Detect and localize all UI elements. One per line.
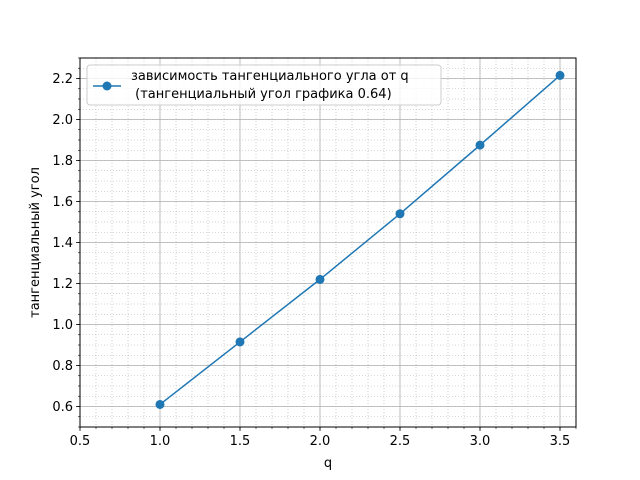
x-axis-label: q (324, 456, 332, 471)
data-point (155, 399, 165, 409)
legend: зависимость тангенциального угла от q (т… (86, 64, 442, 106)
x-tick-label: 2.5 (390, 434, 411, 449)
series-line (159, 74, 561, 406)
y-tick-label: 1.0 (52, 318, 73, 333)
y-tick-label: 2.0 (52, 113, 73, 128)
data-point (475, 140, 485, 150)
data-point (555, 70, 565, 80)
legend-entry-line-1: зависимость тангенциального угла от q (131, 69, 409, 84)
x-tick-label: 3.5 (550, 434, 571, 449)
series-layer (155, 70, 565, 409)
y-tick-label: 0.8 (52, 359, 73, 374)
data-point (315, 274, 325, 284)
y-tick-label: 1.6 (52, 195, 73, 210)
legend-point-marker (102, 81, 112, 91)
legend-entry-line-2: (тангенциальный угол графика 0.64) (131, 87, 392, 102)
grid (79, 57, 577, 428)
y-tick-label: 1.4 (52, 236, 73, 251)
ticks: 0.5 1.0 1.5 2.0 2.5 3.0 3.5 0.6 0.8 1.0 1.2 1.4 1.6 1… (52, 57, 577, 449)
y-tick-label: 0.6 (52, 400, 73, 415)
x-tick-label: 3.0 (470, 434, 491, 449)
x-tick-label: 2.0 (310, 434, 331, 449)
x-tick-label: 1.0 (150, 434, 171, 449)
legend-box (86, 64, 442, 106)
y-tick-label: 1.2 (52, 277, 73, 292)
y-axis-label: тангенциальный угол (28, 167, 43, 318)
x-tick-label: 0.5 (70, 434, 91, 449)
y-tick-label: 1.8 (52, 154, 73, 169)
y-tick-label: 2.2 (52, 72, 73, 87)
data-point (235, 337, 245, 347)
data-point (395, 209, 405, 219)
x-tick-label: 1.5 (230, 434, 251, 449)
